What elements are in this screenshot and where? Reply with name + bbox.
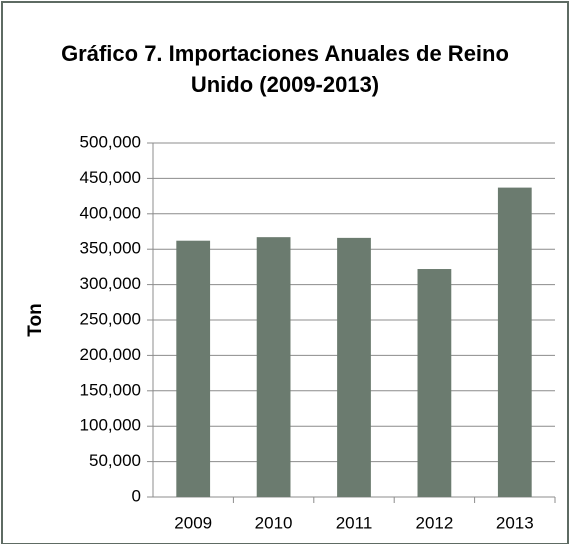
- y-tick-label: 100,000: [80, 416, 141, 435]
- x-tick-label: 2009: [174, 513, 212, 532]
- bar: [497, 187, 532, 497]
- bar: [417, 269, 452, 497]
- y-axis-label: Ton: [25, 303, 46, 336]
- bar: [176, 240, 211, 498]
- bar: [256, 237, 291, 497]
- bar: [337, 237, 371, 497]
- y-tick-label: 350,000: [80, 239, 141, 258]
- y-tick-label: 200,000: [80, 345, 141, 364]
- y-tick-label: 150,000: [80, 380, 141, 399]
- y-tick-label: 500,000: [80, 132, 141, 151]
- y-tick-label: 250,000: [80, 309, 141, 328]
- y-tick-label: 300,000: [80, 274, 141, 293]
- y-tick-label: 0: [132, 486, 141, 505]
- x-tick-label: 2012: [415, 513, 453, 532]
- x-tick-label: 2013: [496, 513, 534, 532]
- x-tick-label: 2010: [255, 513, 293, 532]
- chart-title: Gráfico 7. Importaciones Anuales de Rein…: [61, 41, 509, 97]
- y-tick-label: 400,000: [80, 203, 141, 222]
- y-tick-label: 450,000: [80, 168, 141, 187]
- x-tick-label: 2011: [336, 513, 373, 532]
- y-tick-label: 50,000: [89, 451, 141, 470]
